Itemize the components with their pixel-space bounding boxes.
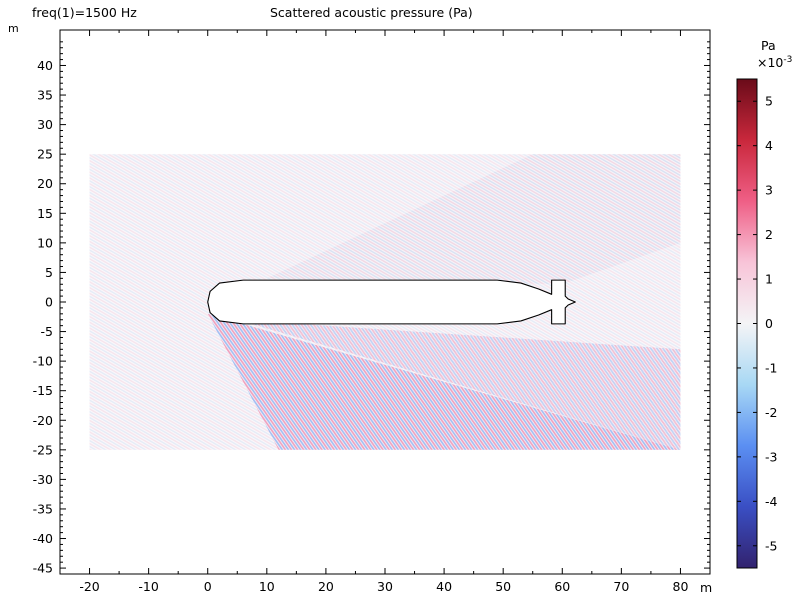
x-tick-label: -20 [79,579,99,594]
y-tick-label: 30 [37,117,53,132]
y-tick-label: -25 [33,442,53,457]
colorbar-unit: Pa [761,38,776,53]
y-tick-label: -40 [33,531,53,546]
y-tick-label: -5 [41,324,53,339]
x-tick-label: 80 [673,579,689,594]
wave-bands [207,154,681,450]
x-tick-label: 60 [554,579,570,594]
y-axis-unit: m [8,22,19,35]
y-tick-label: 0 [45,295,53,310]
y-tick-label: 20 [37,176,53,191]
y-tick-label: -15 [33,383,53,398]
colorbar-tick-label: -4 [765,494,778,509]
colorbar: 5 4 3 2 1 0 -1 -2 -3 -4 -5 [736,78,778,569]
colorbar-tick-label: 4 [765,138,773,153]
x-tick-label: 50 [495,579,511,594]
x-tick-label: 70 [613,579,629,594]
medium-wave-region [237,319,681,450]
y-tick-label: 10 [37,235,53,250]
y-tick-label: -10 [33,354,53,369]
frequency-label: freq(1)=1500 Hz [32,5,137,20]
colorbar-tick-label: -5 [765,538,777,553]
colorbar-tick-label: 3 [765,183,773,198]
y-tick-label: -20 [33,413,53,428]
y-tick-label: 35 [37,88,53,103]
colorbar-tick-label: -2 [765,405,777,420]
plot-title: Scattered acoustic pressure (Pa) [270,5,473,20]
colorbar-scale: ×10-3 [757,55,792,70]
x-tick-label: 20 [318,579,334,594]
submarine-body [207,279,576,325]
computational-domain [89,154,681,450]
y-tick-label: -30 [33,472,53,487]
y-tick-label: -35 [33,501,53,516]
submarine-hull-outline [207,279,576,325]
y-tick-label: 15 [37,206,53,221]
axes: -20 -10 0 10 20 30 40 50 60 70 804035302520151050-… [33,29,711,594]
y-tick-label: -45 [33,561,53,576]
colorbar-tick-label: -1 [765,360,777,375]
colorbar-tick-label: -3 [765,449,777,464]
colorbar-scale-base: ×10 [757,55,784,71]
colorbar-tick-label: 5 [765,94,773,109]
upper-wave-region [266,154,681,285]
x-tick-label: 0 [204,579,212,594]
colorbar-tick-label: 2 [765,227,773,242]
x-tick-label: 40 [436,579,452,594]
colorbar-tick-label: 1 [765,272,773,287]
colorbar-scale-exponent: -3 [783,55,793,65]
strong-wave-region [207,313,681,450]
x-tick-label: 10 [259,579,275,594]
y-tick-label: 40 [37,58,53,73]
x-tick-label: -10 [138,579,158,594]
y-tick-label: 5 [45,265,53,280]
colorbar-tick-label: 0 [765,316,773,331]
x-axis-unit: m [700,580,713,595]
y-tick-label: 25 [37,147,53,162]
x-tick-label: 30 [377,579,393,594]
